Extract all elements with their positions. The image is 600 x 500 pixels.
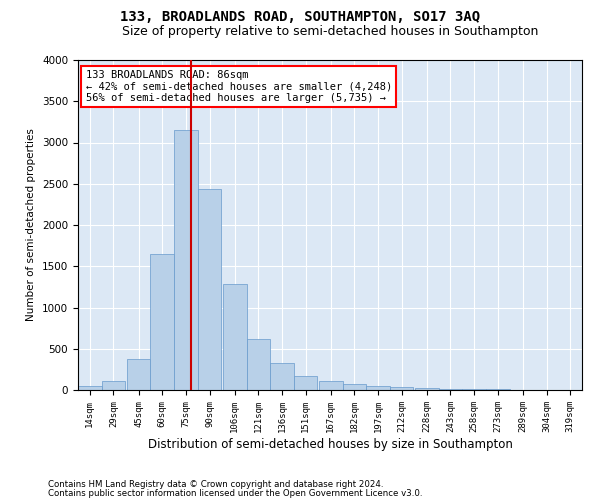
Bar	[319, 382, 343, 390]
Bar	[101, 380, 125, 390]
Bar	[198, 188, 221, 390]
Y-axis label: Number of semi-detached properties: Number of semi-detached properties	[26, 128, 37, 322]
Bar	[366, 386, 390, 390]
Title: Size of property relative to semi-detached houses in Southampton: Size of property relative to semi-detach…	[122, 25, 538, 38]
Bar	[415, 388, 439, 390]
Bar	[78, 386, 101, 390]
Bar	[247, 339, 270, 390]
Bar	[463, 389, 486, 390]
Bar	[439, 389, 463, 390]
Bar	[343, 384, 366, 390]
Bar	[223, 284, 247, 390]
Bar	[151, 254, 174, 390]
Text: Contains HM Land Registry data © Crown copyright and database right 2024.: Contains HM Land Registry data © Crown c…	[48, 480, 383, 489]
Text: 133, BROADLANDS ROAD, SOUTHAMPTON, SO17 3AQ: 133, BROADLANDS ROAD, SOUTHAMPTON, SO17 …	[120, 10, 480, 24]
Bar	[270, 363, 294, 390]
Bar	[390, 387, 413, 390]
Bar	[174, 130, 198, 390]
X-axis label: Distribution of semi-detached houses by size in Southampton: Distribution of semi-detached houses by …	[148, 438, 512, 450]
Text: Contains public sector information licensed under the Open Government Licence v3: Contains public sector information licen…	[48, 488, 422, 498]
Text: 133 BROADLANDS ROAD: 86sqm
← 42% of semi-detached houses are smaller (4,248)
56%: 133 BROADLANDS ROAD: 86sqm ← 42% of semi…	[86, 70, 392, 103]
Bar	[127, 358, 151, 390]
Bar	[294, 376, 317, 390]
